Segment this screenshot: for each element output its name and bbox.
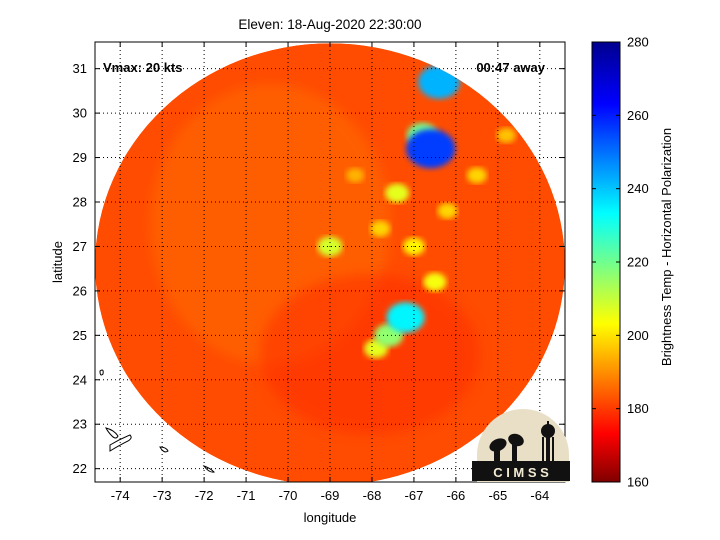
logo-text: C I M S S [493,465,549,480]
x-tick-label: -67 [405,488,424,503]
vmax-annotation: Vmax: 20 kts [103,60,183,75]
y-tick-label: 26 [73,283,87,298]
x-tick-label: -69 [321,488,340,503]
y-tick-label: 22 [73,461,87,476]
x-tick-label: -74 [111,488,130,503]
brightness-cell [386,302,425,333]
brightness-cell [437,202,458,219]
time-away-annotation: 00:47 away [476,60,545,75]
brightness-cell [346,168,365,183]
colorbar-tick-label: 240 [627,181,649,196]
y-tick-label: 27 [73,239,87,254]
y-tick-label: 23 [73,417,87,432]
cimss-logo: C I M S S [472,409,570,482]
x-tick-label: -71 [237,488,256,503]
brightness-cell [370,220,391,237]
y-tick-label: 29 [73,150,87,165]
island-outline [202,465,216,473]
brightness-cell [385,183,410,203]
brightness-cell [423,272,447,292]
axes: -74 -73 -72 -71 -70 -69 -68 -67 -66 -65 -64 22 23 24 2… [73,41,566,503]
x-tick-label: -68 [363,488,382,503]
y-tick-label: 24 [73,372,87,387]
brightness-cell [406,129,456,169]
colorbar-label: Brightness Temp - Horizontal Polarizatio… [659,128,674,366]
grid [95,42,565,482]
y-tick-label: 30 [73,106,87,121]
colorbar-tick-label: 200 [627,328,649,343]
island-outline [99,369,104,376]
logo-banner [472,461,570,481]
colorbar-tick-label: 160 [627,475,649,490]
water-tower-icon [541,421,555,461]
island-outline [105,427,119,439]
chart-title: Eleven: 18-Aug-2020 22:30:00 [238,17,421,32]
satellite-dish-icon [489,433,524,461]
island-outlines [99,369,216,473]
y-tick-label: 28 [73,195,87,210]
x-tick-label: -72 [195,488,214,503]
y-axis-label: latitude [50,241,65,283]
x-tick-label: -66 [446,488,465,503]
x-tick-label: -73 [153,488,172,503]
brightness-cell [496,127,516,143]
y-tick-label: 25 [73,328,87,343]
x-tick-label: -70 [279,488,298,503]
x-tick-label: -65 [488,488,507,503]
colorbar-tick-label: 220 [627,255,649,270]
x-tick-label: -64 [530,488,549,503]
colorbar-tick-label: 180 [627,401,649,416]
colorbar-tick-label: 280 [627,35,649,50]
colorbar-ticks: 160 180 200 220 240 260 280 [592,35,649,490]
island-outline [109,434,132,452]
brightness-cell [466,167,487,184]
x-axis-label: longitude [304,510,357,525]
y-tick-label: 31 [73,61,87,76]
colorbar [591,41,621,483]
colorbar-tick-label: 260 [627,108,649,123]
